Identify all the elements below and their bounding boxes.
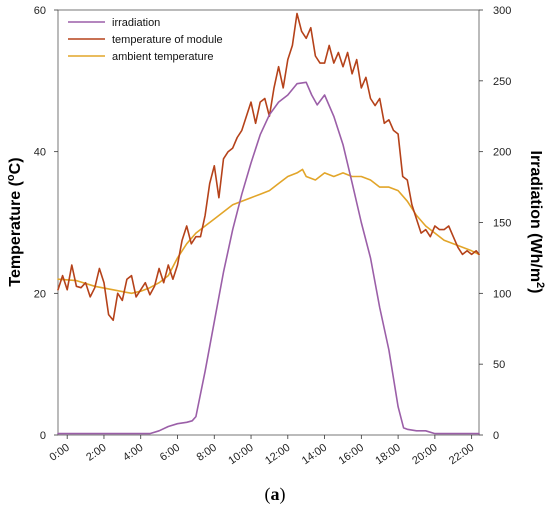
right-axis-title: Irradiation (Wh/m2) xyxy=(527,150,546,293)
left-axis-tick-label: 40 xyxy=(34,147,46,159)
right-axis-tick-label: 150 xyxy=(493,218,511,230)
legend: irradiation temperature of module ambient … xyxy=(68,17,223,63)
x-axis-tick-label: 4:00 xyxy=(121,442,145,464)
legend-label: temperature of module xyxy=(112,34,223,46)
right-axis-tick-label: 200 xyxy=(493,147,511,159)
figure-caption: (a) xyxy=(264,484,286,504)
left-axis-tick-label: 60 xyxy=(34,5,46,17)
x-axis-tick-label: 12:00 xyxy=(263,442,292,468)
plot-border xyxy=(57,9,480,436)
right-axis-title-main: Irradiation (Wh/m xyxy=(527,150,544,282)
left-axis-title-main: Temperature ( xyxy=(7,180,24,286)
right-axis-title-superscript: 2 xyxy=(534,282,546,288)
figure-caption-letter: a xyxy=(270,484,280,504)
x-axis-tick-label: 0:00 xyxy=(47,442,71,464)
x-axis-tick-label: 22:00 xyxy=(447,442,476,468)
plot-frame xyxy=(57,9,480,436)
right-axis-title-tail: ) xyxy=(527,288,544,293)
x-axis-tick-label: 8:00 xyxy=(195,442,219,464)
right-axis-tick-label: 50 xyxy=(493,359,505,371)
x-axis-tick-label: 14:00 xyxy=(300,442,329,468)
x-axis-tick-label: 10:00 xyxy=(226,442,255,468)
x-axis-tick-label: 18:00 xyxy=(373,442,402,468)
right-axis-tick-label: 100 xyxy=(493,288,511,300)
left-axis-tick-label: 0 xyxy=(40,430,46,442)
right-axis-tick-label: 0 xyxy=(493,430,499,442)
legend-label: irradiation xyxy=(112,17,160,29)
series-line-irradiation xyxy=(57,81,480,435)
x-axis-tick-label: 20:00 xyxy=(410,442,439,468)
x-axis-tick-label: 6:00 xyxy=(158,442,182,464)
legend-label: ambient temperature xyxy=(112,51,214,63)
right-axis-tick-label: 250 xyxy=(493,76,511,88)
left-axis-title-tail: C) xyxy=(7,157,24,174)
left-axis-title-superscript: o xyxy=(5,174,17,181)
right-axis-tick-label: 300 xyxy=(493,5,511,17)
series-layer xyxy=(57,12,480,435)
x-axis-tick-label: 2:00 xyxy=(84,442,108,464)
series-line-ambient-temperature xyxy=(57,168,480,295)
x-axis-tick-label: 16:00 xyxy=(337,442,366,468)
left-axis-tick-label: 20 xyxy=(34,288,46,300)
left-axis-title: Temperature (oC) xyxy=(5,157,24,286)
